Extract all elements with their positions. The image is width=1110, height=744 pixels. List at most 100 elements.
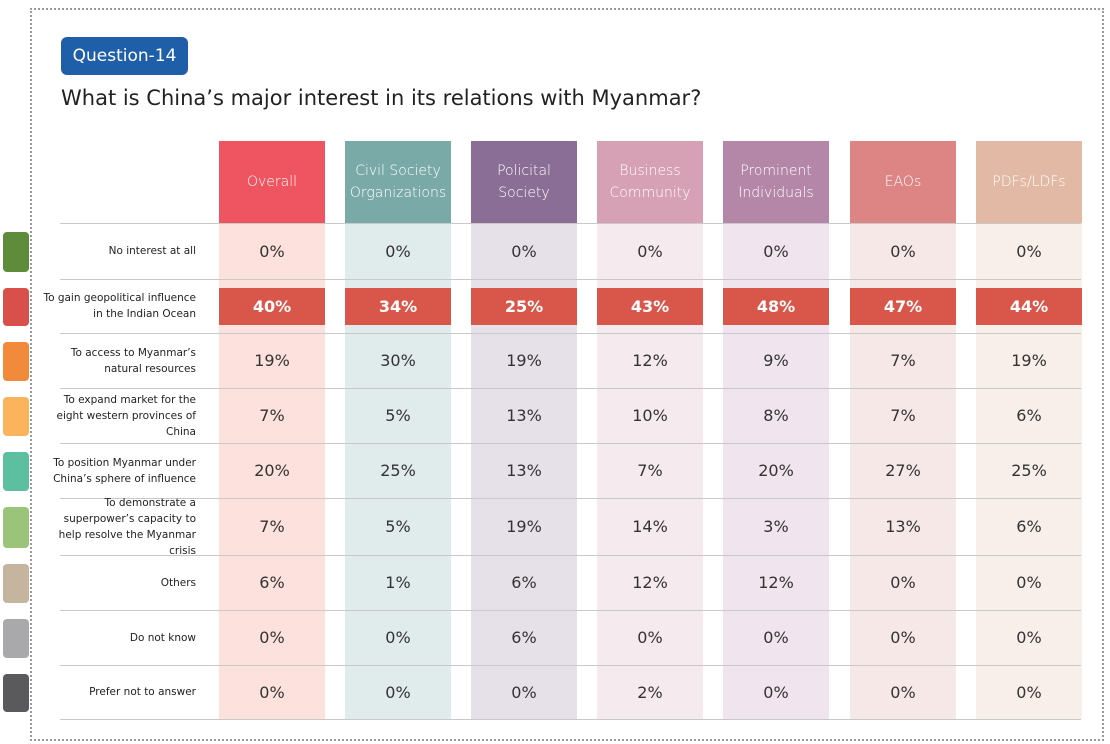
value-cell: 14%	[632, 517, 668, 536]
row-swatch	[3, 342, 29, 381]
row-rule	[60, 610, 1081, 611]
value-cell: 5%	[385, 406, 411, 425]
column-header: Business Community	[597, 141, 703, 223]
value-cell: 13%	[506, 461, 542, 480]
value-cell: 48%	[723, 288, 829, 325]
row-label: Do not know	[129, 631, 196, 644]
value-cell: 12%	[632, 351, 668, 370]
value-cell: 1%	[385, 573, 411, 592]
value-cell: 0%	[1016, 573, 1042, 592]
value-cell: 13%	[885, 517, 921, 536]
value-cell: 20%	[758, 461, 794, 480]
value-cell: 34%	[345, 288, 451, 325]
value-cell: 10%	[632, 406, 668, 425]
value-cell: 25%	[380, 461, 416, 480]
value-cell: 6%	[511, 628, 537, 647]
value-cell: 7%	[259, 517, 285, 536]
value-cell: 9%	[763, 351, 789, 370]
row-swatch	[3, 288, 29, 326]
value-cell: 0%	[890, 682, 916, 702]
row-swatch	[3, 674, 29, 712]
row-rule	[60, 333, 1081, 334]
row-label: To access to Myanmar’s natural resources	[70, 346, 196, 375]
value-cell: 0%	[385, 682, 411, 702]
value-cell: 19%	[1011, 351, 1047, 370]
value-cell: 0%	[1016, 241, 1042, 261]
row-rule	[60, 388, 1081, 389]
value-cell: 0%	[1016, 682, 1042, 702]
value-cell: 25%	[1011, 461, 1047, 480]
column-header: Prominent Individuals	[723, 141, 829, 223]
value-cell: 19%	[506, 351, 542, 370]
value-cell: 6%	[1016, 406, 1042, 425]
value-cell: 7%	[637, 461, 663, 480]
row-label: To position Myanmar under China’s sphere…	[53, 456, 196, 485]
value-cell: 13%	[506, 406, 542, 425]
row-label: To demonstrate a superpower’s capacity t…	[58, 496, 196, 557]
column-header: PDFs/LDFs	[976, 141, 1082, 223]
value-cell: 6%	[511, 573, 537, 592]
value-cell: 5%	[385, 517, 411, 536]
column-header: Overall	[219, 141, 325, 223]
row-rule	[60, 719, 1081, 720]
row-rule	[60, 279, 1081, 280]
value-cell: 0%	[1016, 628, 1042, 647]
row-rule	[60, 555, 1081, 556]
column-header: EAOs	[850, 141, 956, 223]
value-cell: 0%	[890, 573, 916, 592]
row-swatch	[3, 452, 29, 491]
value-cell: 0%	[259, 682, 285, 702]
value-cell: 40%	[219, 288, 325, 325]
value-cell: 0%	[511, 241, 537, 261]
row-label: To expand market for the eight western p…	[56, 393, 197, 438]
value-cell: 0%	[890, 241, 916, 261]
value-cell: 6%	[1016, 517, 1042, 536]
value-cell: 0%	[259, 628, 285, 647]
value-cell: 7%	[890, 351, 916, 370]
value-cell: 19%	[254, 351, 290, 370]
value-cell: 0%	[763, 628, 789, 647]
value-cell: 30%	[380, 351, 416, 370]
value-cell: 47%	[850, 288, 956, 325]
value-cell: 7%	[890, 406, 916, 425]
column-header: Civil Society Organizations	[345, 141, 451, 223]
value-cell: 0%	[763, 241, 789, 261]
row-label: To gain geopolitical influence in the In…	[43, 292, 196, 320]
row-rule	[60, 665, 1081, 666]
value-cell: 7%	[259, 406, 285, 425]
value-cell: 0%	[511, 682, 537, 702]
row-swatch	[3, 564, 29, 603]
value-cell: 20%	[254, 461, 290, 480]
row-rule	[60, 498, 1081, 499]
value-cell: 44%	[976, 288, 1082, 325]
value-cell: 0%	[637, 241, 663, 261]
dotted-border	[30, 8, 1104, 741]
value-cell: 12%	[632, 573, 668, 592]
value-cell: 0%	[259, 241, 285, 261]
value-cell: 25%	[471, 288, 577, 325]
row-rule	[60, 223, 1081, 224]
row-swatch	[3, 232, 29, 272]
value-cell: 0%	[385, 628, 411, 647]
value-cell: 2%	[637, 682, 663, 702]
value-cell: 3%	[763, 517, 789, 536]
value-cell: 12%	[758, 573, 794, 592]
value-cell: 27%	[885, 461, 921, 480]
row-rule	[60, 443, 1081, 444]
value-cell: 0%	[890, 628, 916, 647]
value-cell: 6%	[259, 573, 285, 592]
title: What is China’s major interest in its re…	[61, 86, 702, 110]
row-label: Others	[160, 576, 196, 589]
row-swatch	[3, 619, 29, 658]
value-cell: 43%	[597, 288, 703, 325]
value-cell: 8%	[763, 406, 789, 425]
badge: Question-14	[61, 37, 188, 75]
value-cell: 0%	[637, 628, 663, 647]
column-header: Policital Society	[471, 141, 577, 223]
row-swatch	[3, 507, 29, 548]
value-cell: 0%	[763, 682, 789, 702]
value-cell: 19%	[506, 517, 542, 536]
row-label: No interest at all	[108, 245, 196, 257]
value-cell: 0%	[385, 241, 411, 261]
